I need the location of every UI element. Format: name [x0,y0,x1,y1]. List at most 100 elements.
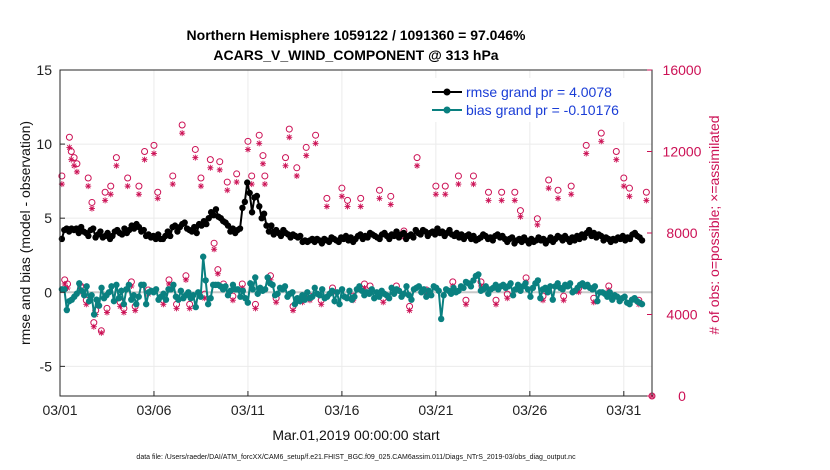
bias-point [331,297,338,305]
obs-assimilated-stroke [643,197,649,203]
bias-point [291,300,299,308]
bias-point [105,289,113,296]
bias-point [527,293,534,300]
obs-assimilated-marker [169,181,176,188]
obs-assimilated-marker [498,197,505,204]
obs-assimilated-stroke [313,140,319,146]
rmse-point [253,192,261,200]
obs-assimilated-marker [173,305,180,312]
obs-assimilated-marker [216,166,223,173]
obs-assimilated-stroke [104,309,110,315]
obs-assimilated-stroke [407,307,413,313]
rmse-point [205,214,212,222]
obs-assimilated-marker [455,181,462,188]
obs-possible-marker [302,143,310,151]
obs-assimilated-stroke [183,277,189,283]
obs-assimilated-stroke [345,203,351,210]
obs-assimilated-stroke [202,295,208,301]
obs-assimilated-marker [120,309,127,316]
obs-assimilated-marker [511,197,518,204]
obs-possible-marker [191,145,199,153]
obs-possible-marker [511,188,519,196]
bias-point [351,293,358,300]
y-right-tick-label: 8000 [666,225,697,241]
obs-assimilated-stroke [388,201,394,207]
obs-assimilated-stroke [442,191,448,197]
obs-possible-marker [432,182,440,190]
obs-assimilated-stroke [561,297,567,303]
bias-point [202,277,209,284]
obs-assimilated-marker [555,195,562,202]
y-tick-label: 15 [36,62,52,78]
y-tick-label: -5 [40,358,53,374]
bias-point [269,281,276,289]
obs-possible-marker [58,172,66,180]
bias-point [343,295,351,302]
bias-point [549,296,556,303]
rmse-point [191,223,198,231]
bias-point [264,274,271,281]
rmse-point [431,231,439,238]
bias-point [222,283,229,290]
rmse-point [297,232,304,240]
obs-possible-marker [567,182,575,190]
obs-assimilated-stroke [555,195,561,201]
rmse-point [181,219,188,226]
obs-assimilated-marker [85,183,92,190]
obs-possible-marker [545,176,553,184]
rmse-point [140,226,147,234]
obs-possible-marker [223,178,231,186]
obs-assimilated-marker [154,195,161,202]
bias-point [252,274,259,281]
obs-assimilated-marker [286,134,293,141]
bias-point [125,281,133,289]
obs-possible-marker [248,172,256,180]
legend-rmse-label: rmse grand pr = 4.0078 [466,84,612,100]
obs-assimilated-marker [462,301,469,308]
obs-assimilated-stroke [485,197,492,203]
obs-assimilated-marker [534,221,541,228]
obs-assimilated-stroke [234,179,240,185]
obs-possible-marker [454,172,462,180]
rmse-point [638,237,646,244]
rmse-point [193,229,200,237]
bias-point [621,293,628,300]
obs-assimilated-marker [186,305,193,312]
bias-point [239,287,247,294]
obs-assimilated-stroke [262,181,268,187]
bias-point [98,284,105,292]
obs-possible-marker [154,188,162,196]
obs-possible-marker [338,184,346,192]
obs-possible-marker [210,239,218,247]
obs-assimilated-marker [150,150,157,157]
obs-assimilated-marker [414,162,421,169]
x-tick-label: 03/16 [324,402,359,418]
obs-assimilated-marker [207,164,214,171]
data-file-footnote: data file: /Users/raeder/DAI/ATM_forcXX/… [136,454,576,461]
bias-point [311,284,318,292]
bias-point [76,280,83,287]
obs-assimilated-stroke [512,197,518,203]
rmse-point [118,231,126,238]
obs-possible-marker [484,188,492,196]
obs-assimilated-marker [376,195,383,202]
obs-possible-marker [533,215,541,223]
bias-point [152,286,160,293]
obs-assimilated-marker [517,213,524,220]
bias-point [115,295,123,302]
bias-point [160,290,167,297]
bias-point [524,286,532,293]
y-axis-right: 16000 12000 8000 4000 0 [647,62,702,404]
bias-point [509,292,517,299]
obs-possible-marker [244,137,252,145]
obs-assimilated-marker [568,191,575,198]
obs-possible-marker [498,188,506,196]
obs-assimilated-stroke [160,301,166,307]
bias-point [336,300,343,308]
obs-assimilated-stroke [517,214,523,220]
obs-assimilated-marker [61,280,68,287]
obs-assimilated-stroke [249,181,255,187]
obs-assimilated-stroke [125,183,131,189]
obs-possible-marker [642,188,650,196]
rmse-point [265,228,273,235]
